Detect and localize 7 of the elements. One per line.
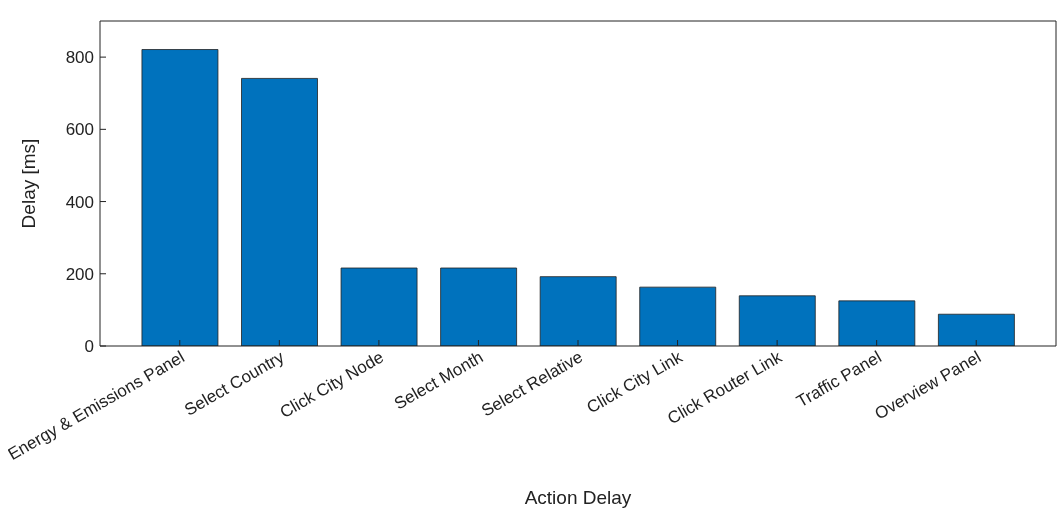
y-tick-label: 200 [65,264,94,284]
y-axis-title: Delay [ms] [17,138,39,229]
y-tick-label: 600 [65,120,94,140]
y-tick-label: 800 [65,48,94,68]
y-tick-label: 400 [65,192,94,212]
y-tick-label: 0 [84,337,94,357]
x-axis-title: Action Delay [524,487,632,508]
